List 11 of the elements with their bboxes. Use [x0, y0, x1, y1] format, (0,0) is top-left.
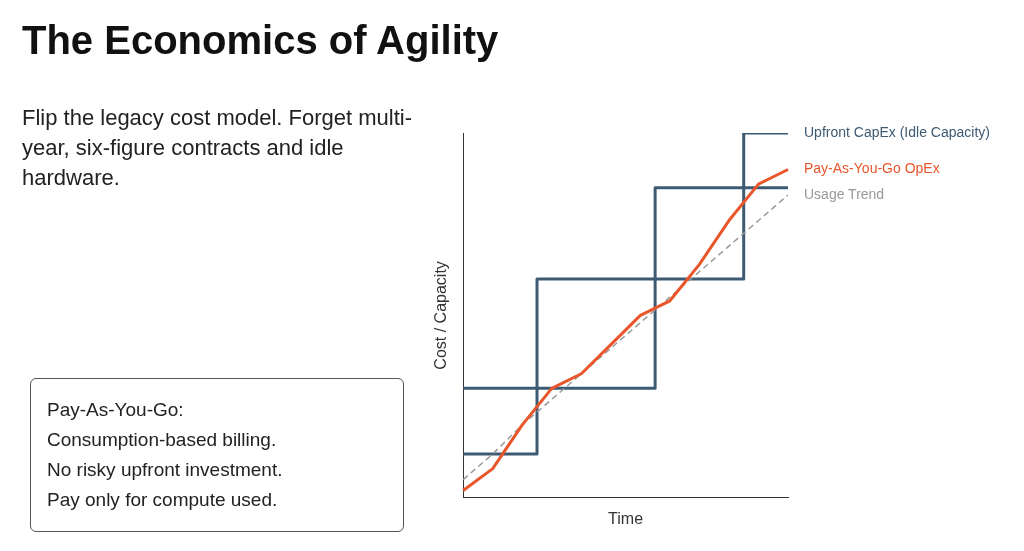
text: Pay only for compute used.: [47, 488, 279, 512]
series-label: Upfront CapEx (Idle Capacity): [804, 123, 990, 140]
text: Consumption-based billing.: [47, 428, 278, 452]
chart-title: The Economics of Agility: [22, 18, 499, 63]
text: Pay-As-You-Go:: [47, 398, 185, 422]
series-label: Usage Trend: [804, 185, 885, 202]
text: Flip the legacy cost model. Forget multi-year, six-figure contracts and idle hardware.: [22, 104, 414, 192]
x-axis-title: Time: [608, 509, 644, 527]
y-axis-title: Cost / Capacity: [432, 261, 450, 370]
series-label: Pay-As-You-Go OpEx: [804, 160, 940, 177]
text: No risky upfront investment.: [47, 458, 284, 482]
